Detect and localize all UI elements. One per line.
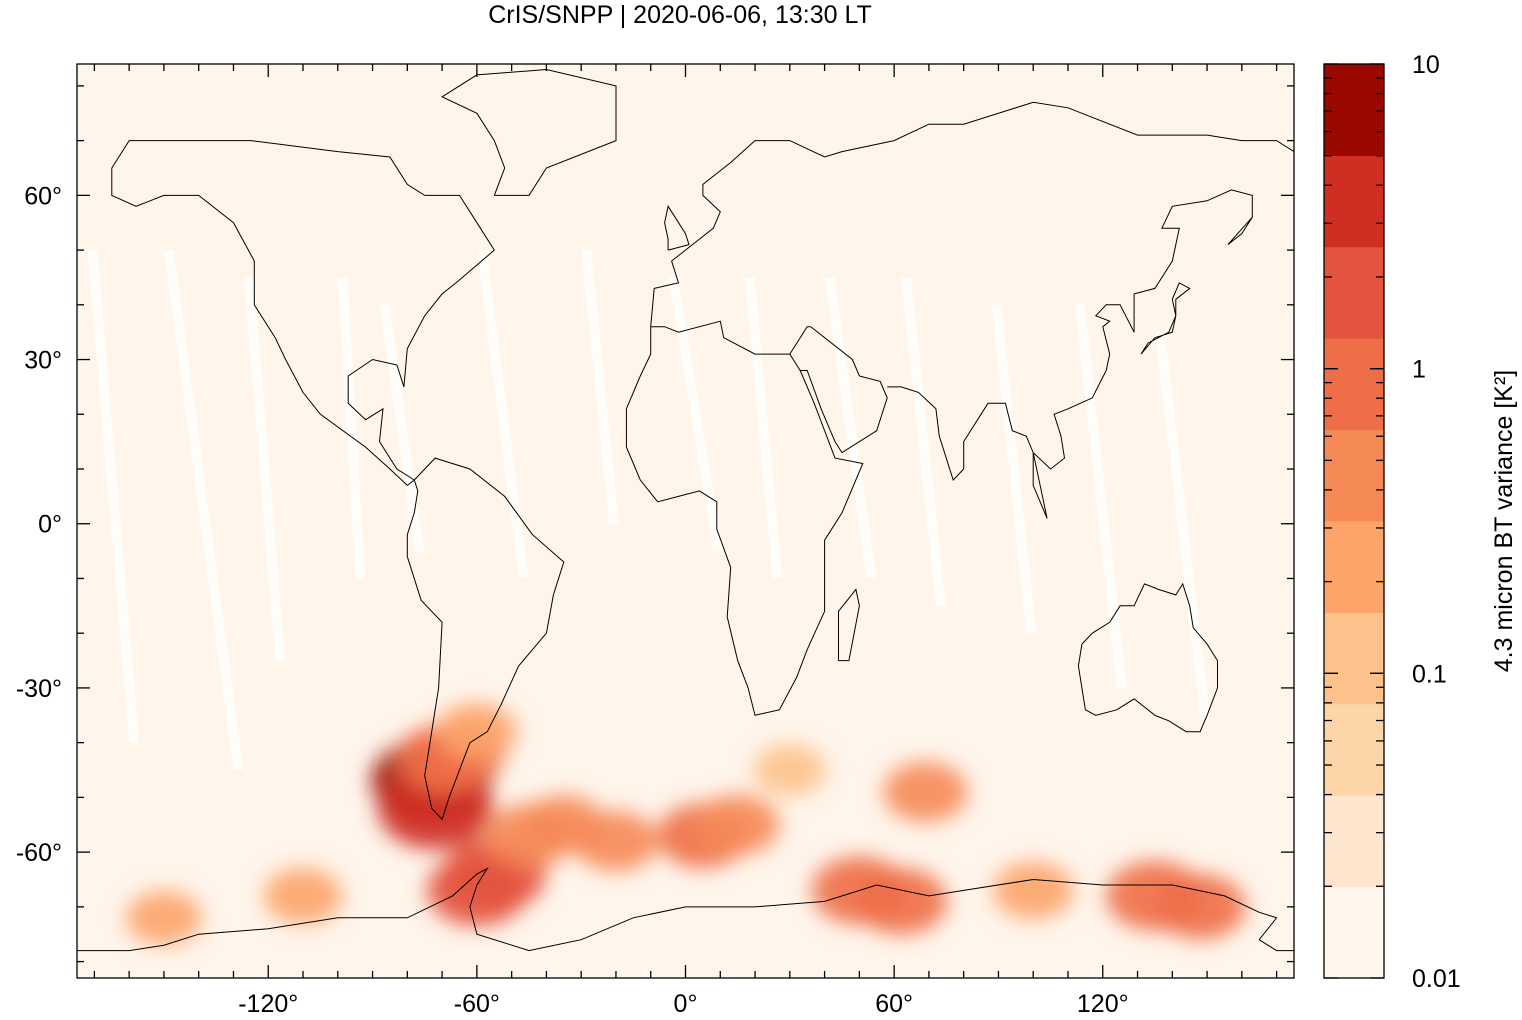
swath-gap — [243, 277, 286, 661]
chart-title: CrIS/SNPP | 2020-06-06, 13:30 LT — [488, 1, 872, 29]
swath-gap — [337, 277, 366, 579]
coastlines — [77, 68, 1294, 952]
coastline — [838, 588, 860, 662]
y-tick-label: 30° — [24, 347, 62, 375]
colorbar-ticks — [1324, 63, 1384, 979]
variance-blob — [992, 861, 1074, 920]
x-tick-label: 60° — [875, 990, 913, 1018]
colorbar-bands — [1324, 64, 1384, 979]
coastline — [664, 205, 690, 251]
coastline — [441, 68, 617, 196]
colorbar-tick-label: 0.01 — [1412, 965, 1461, 993]
swath-gap — [991, 304, 1037, 634]
coastline — [111, 140, 495, 487]
colorbar-band — [1324, 338, 1384, 431]
swath-gap — [379, 304, 425, 552]
variance-blob — [753, 744, 826, 796]
coastline — [789, 326, 888, 454]
colorbar-band — [1324, 429, 1384, 522]
swath-gap — [824, 277, 877, 579]
colorbar-band — [1324, 155, 1384, 248]
x-tick-label: -120° — [238, 990, 298, 1018]
swath-gap — [1154, 332, 1211, 716]
swath-gap — [87, 250, 140, 743]
plot-area: -120° -60° 0° 60° 120° 60° 30° 0° -30° -60° — [16, 63, 1295, 1018]
variance-blob — [436, 702, 518, 761]
colorbar-label: 4.3 micron BT variance [K²] — [1490, 370, 1518, 672]
colorbar-band — [1324, 795, 1384, 888]
swath-gap — [476, 250, 529, 579]
swath-gap — [581, 250, 620, 524]
colorbar-band — [1324, 64, 1384, 156]
colorbar-band — [1324, 703, 1384, 796]
colorbar-tick-label: 0.1 — [1412, 660, 1447, 688]
variance-field — [126, 702, 1246, 945]
x-tick-label: 0° — [674, 990, 698, 1018]
variance-blob — [263, 867, 343, 924]
swath-gap — [744, 277, 783, 579]
y-tick-label: 0° — [38, 511, 62, 539]
y-tick-label: -60° — [16, 839, 62, 867]
variance-blob — [695, 794, 780, 855]
x-tick-label: -60° — [454, 990, 500, 1018]
colorbar-band — [1324, 612, 1384, 705]
colorbar-band — [1324, 246, 1384, 339]
swath-gap — [163, 250, 244, 771]
coastline — [406, 457, 565, 821]
y-tick-label: -30° — [16, 675, 62, 703]
colorbar-frame — [1323, 63, 1385, 979]
variance-blob — [883, 761, 968, 822]
coastline — [625, 320, 864, 716]
colorbar-band — [1324, 521, 1384, 613]
colorbar-tick-label: 1 — [1412, 356, 1426, 384]
y-tick-labels: 60° 30° 0° -30° -60° — [16, 182, 62, 867]
axis-ticks — [77, 64, 1294, 978]
variance-blob — [126, 890, 202, 945]
y-tick-label: 60° — [24, 182, 62, 210]
coastline — [887, 189, 1253, 519]
swath-gap — [668, 277, 724, 552]
colorbar-tick-label: 10 — [1412, 51, 1440, 79]
coastline — [650, 101, 1294, 327]
variance-blob — [854, 868, 948, 935]
x-tick-labels: -120° -60° 0° 60° 120° — [238, 990, 1128, 1018]
swath-gap — [1074, 304, 1127, 688]
variance-blob — [426, 854, 527, 927]
coastline — [77, 867, 1294, 952]
colorbar-tick-labels: 10 1 0.1 0.01 — [1412, 51, 1461, 993]
variance-blob — [573, 811, 658, 872]
coastline — [1077, 582, 1218, 733]
x-tick-label: 120° — [1077, 990, 1129, 1018]
colorbar-band — [1324, 886, 1384, 979]
swath-gaps — [87, 250, 1211, 771]
coastline — [1140, 282, 1191, 355]
colorbar: 10 1 0.1 0.01 4.3 micron BT variance [K²] — [1323, 51, 1518, 993]
variance-blob — [1154, 874, 1246, 940]
swath-gap — [901, 277, 946, 606]
